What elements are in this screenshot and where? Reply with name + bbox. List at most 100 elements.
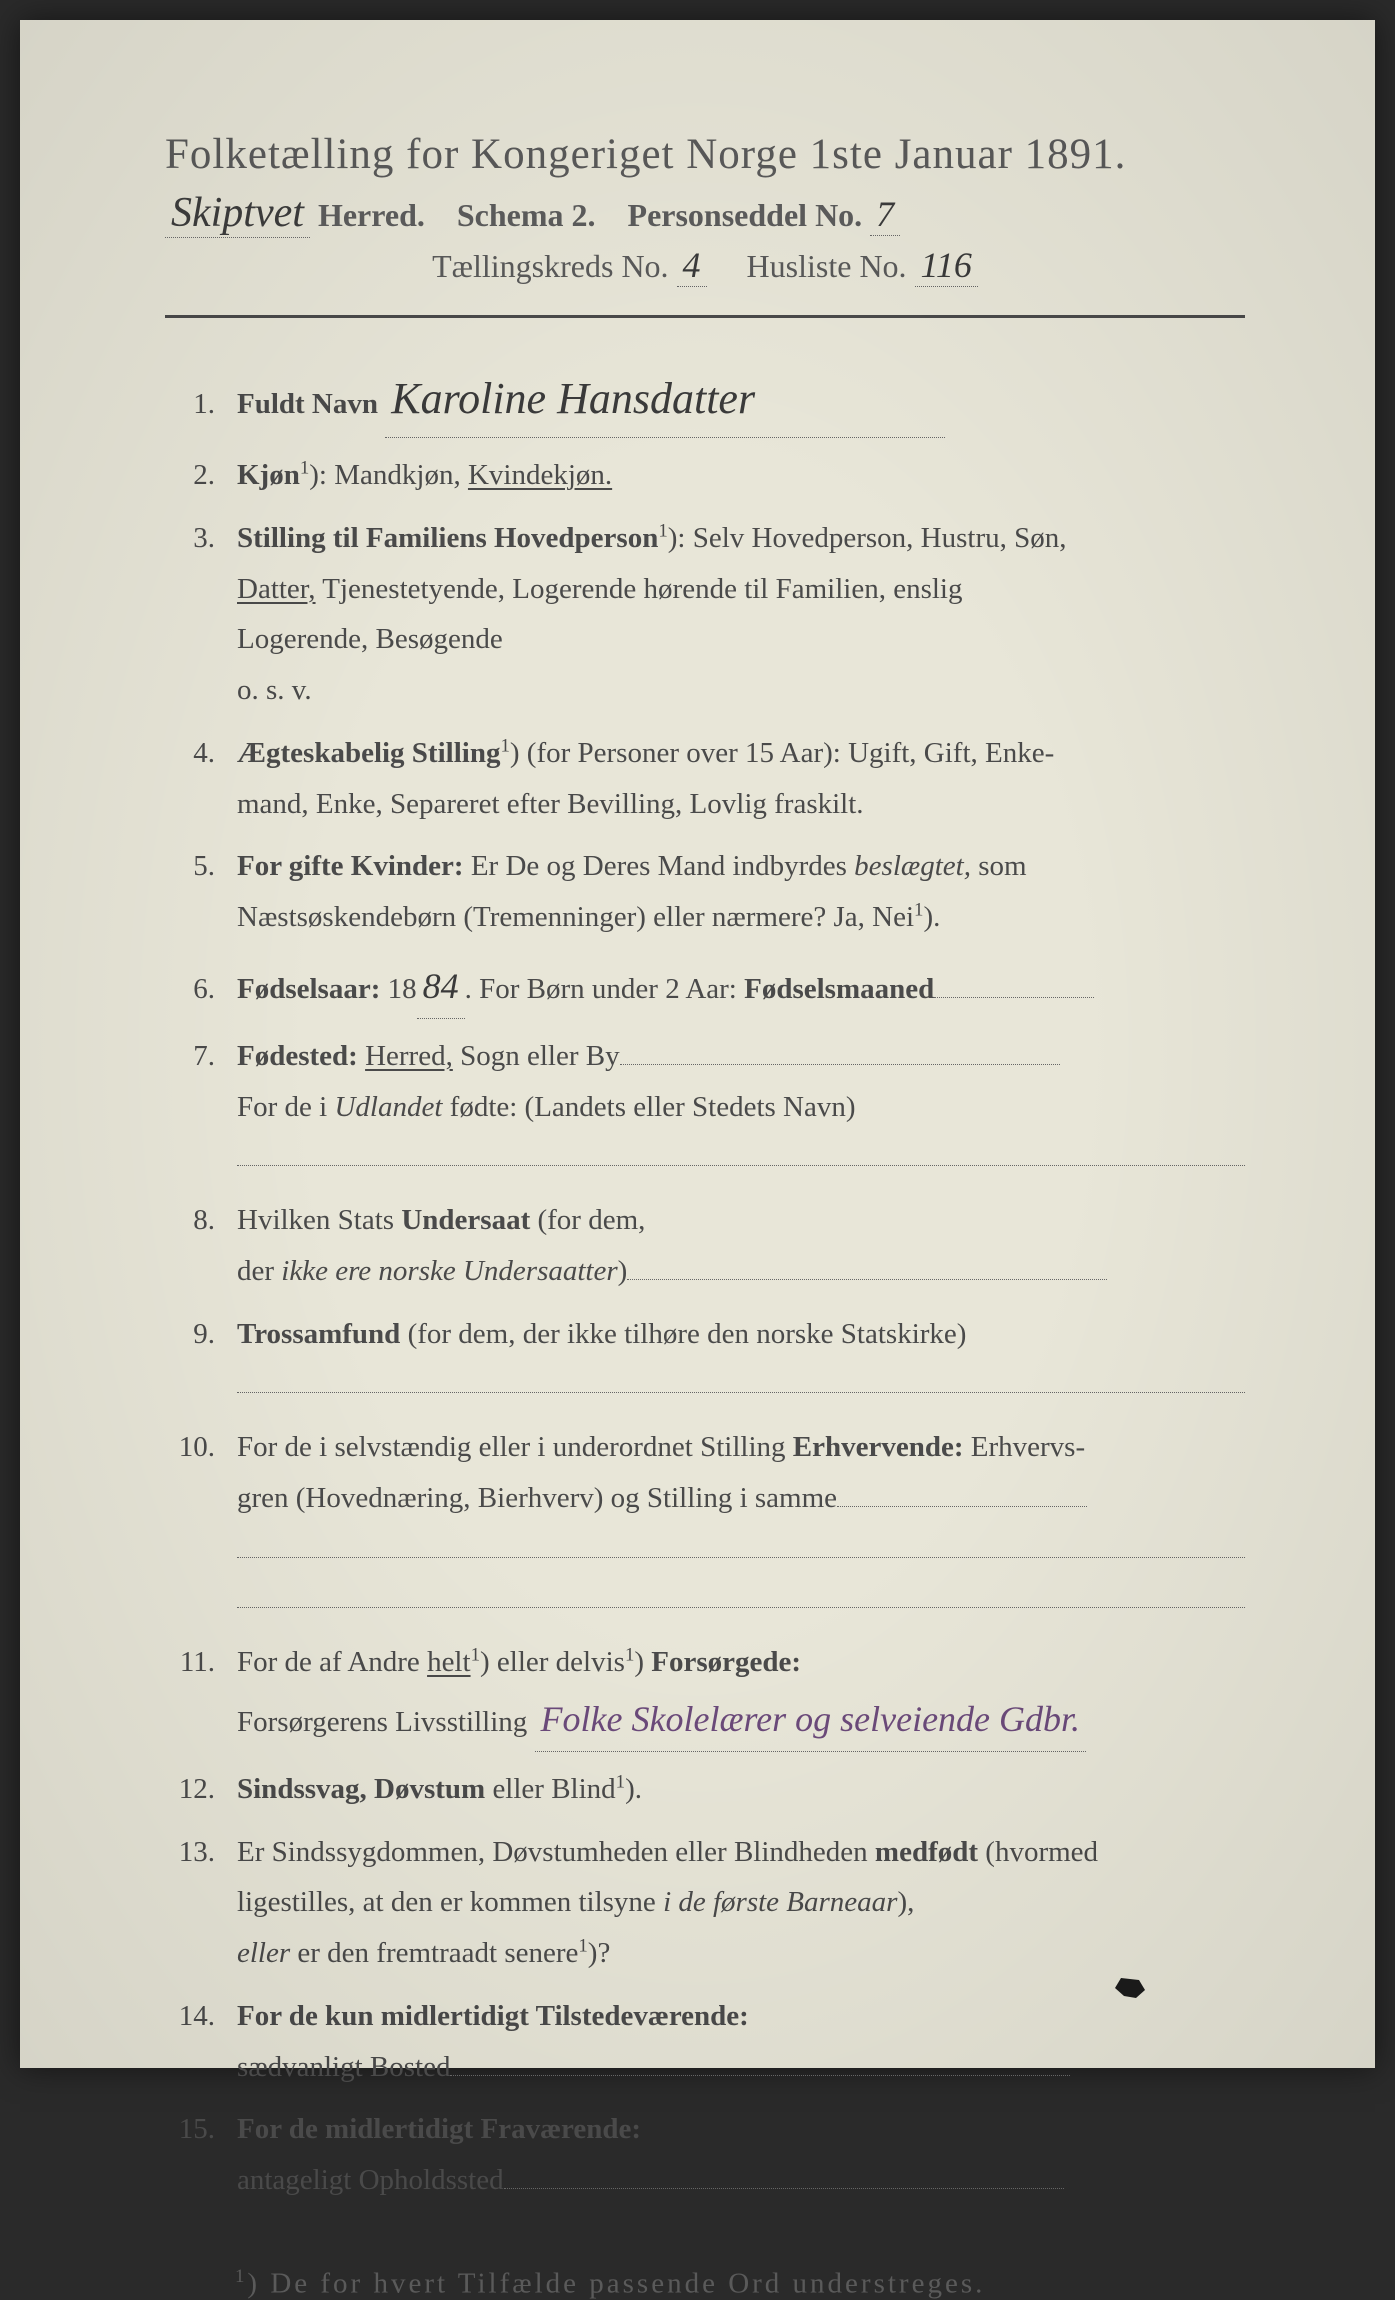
text: ): [634, 1646, 651, 1678]
row-3: 3. Stilling til Familiens Hovedperson1):…: [175, 513, 1245, 716]
label: medfødt: [875, 1836, 978, 1868]
sup: 1: [616, 1771, 625, 1792]
form-body: 1. Fuldt Navn Karoline Hansdatter 2. Kjø…: [165, 360, 1245, 2206]
label: Sindssvag, Døvstum: [237, 1773, 485, 1805]
row-2: 2. Kjøn1): Mandkjøn, Kvindekjøn.: [175, 450, 1245, 501]
text: fødte: (Landets eller Stedets Navn): [442, 1091, 855, 1123]
text: For de i: [237, 1091, 334, 1123]
blank-dotted: [934, 997, 1094, 998]
row-8: 8. Hvilken Stats Undersaat (for dem, der…: [175, 1195, 1245, 1297]
row-num: 14.: [175, 1991, 237, 2042]
label: Forsørgede:: [651, 1646, 801, 1678]
text: Hvilken Stats: [237, 1204, 401, 1236]
italic-text: Udlandet: [334, 1091, 442, 1123]
text: ): Selv Hovedperson, Hustru, Søn,: [668, 522, 1067, 554]
text: ),: [897, 1886, 914, 1918]
full-name-handwritten: Karoline Hansdatter: [385, 360, 945, 438]
row-num: 11.: [175, 1637, 237, 1688]
label: Fødselsmaaned: [744, 973, 934, 1005]
text: Erhvervs-: [964, 1431, 1086, 1463]
personseddel-label: Personseddel No.: [628, 197, 863, 233]
text: ) (for Personer over 15 Aar): Ugift, Gif…: [510, 737, 1054, 769]
sup: 1: [500, 735, 509, 756]
label: For de kun midlertidigt Tilstedeværende:: [237, 2000, 749, 2032]
row-num: 13.: [175, 1827, 237, 1878]
husliste-no: 116: [915, 244, 978, 287]
text: Logerende, Besøgende: [237, 623, 503, 655]
text: (for dem, der ikke tilhøre den norske St…: [400, 1318, 966, 1350]
text: som: [971, 850, 1027, 882]
italic-text: beslægtet,: [854, 850, 971, 882]
text: eller Blind: [485, 1773, 615, 1805]
row-content: Fødested: Herred, Sogn eller By For de i…: [237, 1031, 1245, 1183]
selected-option: Herred,: [365, 1040, 453, 1072]
text: )?: [588, 1937, 611, 1969]
row-5: 5. For gifte Kvinder: Er De og Deres Man…: [175, 841, 1245, 943]
text: (hvormed: [978, 1836, 1098, 1868]
label: Kjøn: [237, 459, 300, 491]
italic-text: i de første Barneaar: [663, 1886, 897, 1918]
italic-text: eller: [237, 1937, 290, 1969]
text: ): [618, 1255, 628, 1287]
italic-text: ikke ere norske Undersaatter: [281, 1255, 617, 1287]
text: mand, Enke, Separeret efter Bevilling, L…: [237, 788, 864, 820]
row-num: 6.: [175, 964, 237, 1015]
blank-dotted-line: [237, 1373, 1245, 1393]
label: For gifte Kvinder:: [237, 850, 464, 882]
sup: 1: [300, 457, 309, 478]
main-title: Folketælling for Kongeriget Norge 1ste J…: [165, 130, 1245, 179]
text: ).: [625, 1773, 642, 1805]
row-9: 9. Trossamfund (for dem, der ikke tilhør…: [175, 1309, 1245, 1411]
label: Undersaat: [401, 1204, 530, 1236]
row-content: Kjøn1): Mandkjøn, Kvindekjøn.: [237, 450, 1245, 501]
row-content: Fuldt Navn Karoline Hansdatter: [237, 360, 1245, 438]
header-block: Folketælling for Kongeriget Norge 1ste J…: [165, 130, 1245, 287]
selected-option: Kvindekjøn.: [468, 459, 612, 491]
text: ).: [923, 901, 940, 933]
sup: 1: [658, 520, 667, 541]
text: gren (Hovednæring, Bierhverv) og Stillin…: [237, 1482, 837, 1514]
row-4: 4. Ægteskabelig Stilling1) (for Personer…: [175, 728, 1245, 830]
text: Er Sindssygdommen, Døvstumheden eller Bl…: [237, 1836, 875, 1868]
row-num: 12.: [175, 1764, 237, 1815]
text: ) eller delvis: [480, 1646, 625, 1678]
schema-label: Schema 2.: [457, 197, 596, 233]
row-13: 13. Er Sindssygdommen, Døvstumheden elle…: [175, 1827, 1245, 1979]
text: Næstsøskendebørn (Tremenninger) eller næ…: [237, 901, 914, 933]
text: 18: [380, 973, 416, 1005]
birth-year-handwritten: 84: [417, 955, 465, 1019]
row-content: For de kun midlertidigt Tilstedeværende:…: [237, 1991, 1245, 2093]
text: (for dem,: [530, 1204, 645, 1236]
row-content: Hvilken Stats Undersaat (for dem, der ik…: [237, 1195, 1245, 1297]
text: der: [237, 1255, 281, 1287]
row-num: 7.: [175, 1031, 237, 1082]
header-line-2: Tællingskreds No. 4 Husliste No. 116: [165, 244, 1245, 287]
row-1: 1. Fuldt Navn Karoline Hansdatter: [175, 360, 1245, 438]
row-num: 4.: [175, 728, 237, 779]
label: Stilling til Familiens Hovedperson: [237, 522, 658, 554]
row-7: 7. Fødested: Herred, Sogn eller By For d…: [175, 1031, 1245, 1183]
row-num: 9.: [175, 1309, 237, 1360]
label: Fuldt Navn: [237, 388, 378, 420]
row-num: 2.: [175, 450, 237, 501]
text: . For Børn under 2 Aar:: [465, 973, 745, 1005]
text: Er De og Deres Mand indbyrdes: [464, 850, 855, 882]
row-6: 6. Fødselsaar: 1884. For Børn under 2 Aa…: [175, 955, 1245, 1019]
label: Fødselsaar:: [237, 973, 380, 1005]
provider-occupation-handwritten: Folke Skolelærer og selveiende Gdbr.: [535, 1688, 1087, 1752]
selected-option: Datter,: [237, 573, 316, 605]
blank-dotted: [837, 1506, 1087, 1507]
row-content: Ægteskabelig Stilling1) (for Personer ov…: [237, 728, 1245, 830]
text: antageligt Opholdssted: [237, 2164, 504, 2196]
blank-dotted-line: [237, 1588, 1245, 1608]
row-content: For gifte Kvinder: Er De og Deres Mand i…: [237, 841, 1245, 943]
label: Trossamfund: [237, 1318, 400, 1350]
row-content: For de af Andre helt1) eller delvis1) Fo…: [237, 1637, 1245, 1752]
census-form-page: Folketælling for Kongeriget Norge 1ste J…: [20, 20, 1375, 2068]
taellingskreds-no: 4: [677, 244, 707, 287]
header-line-1: Skiptvet Herred. Schema 2. Personseddel …: [165, 189, 1245, 238]
footnote-text: ) De for hvert Tilfælde passende Ord und…: [247, 2267, 985, 2299]
header-divider: [165, 315, 1245, 318]
footnote-sup: 1: [235, 2266, 247, 2287]
text: sædvanligt Bosted: [237, 2051, 450, 2083]
